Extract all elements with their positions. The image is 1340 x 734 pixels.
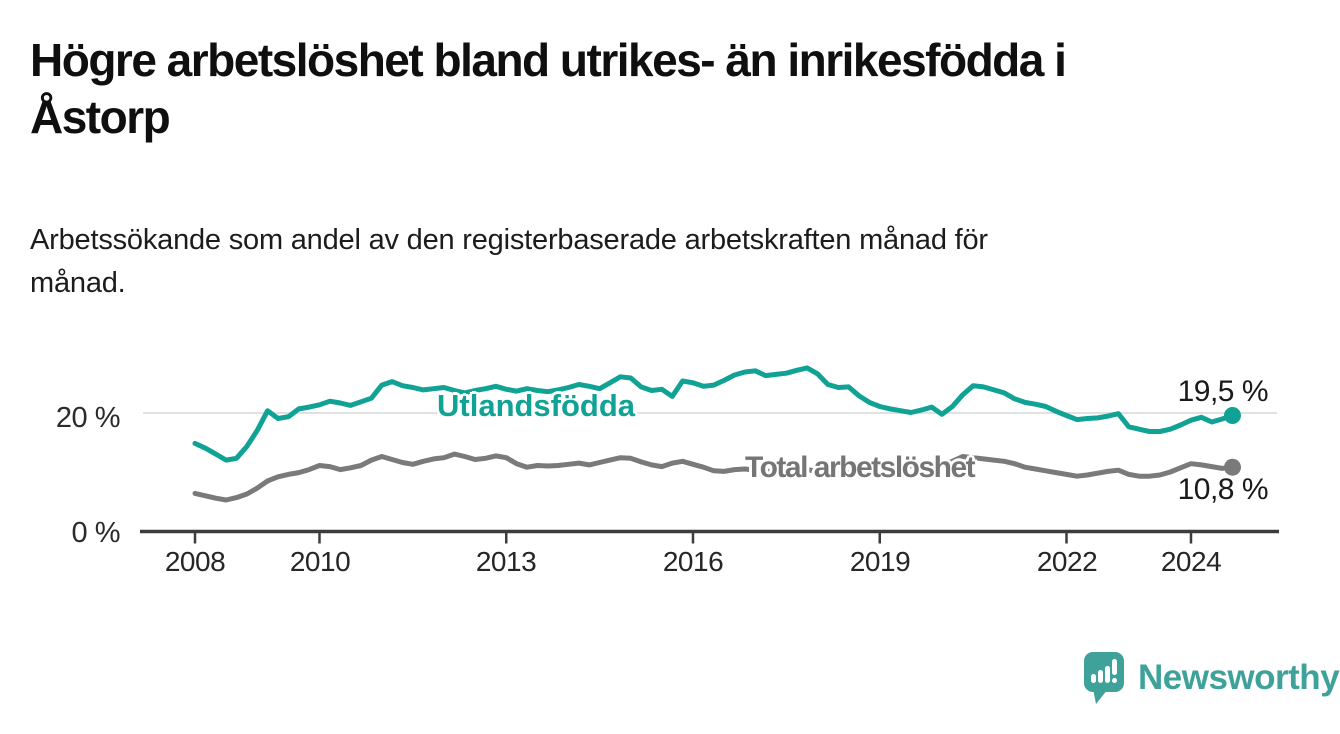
end-value-label-total: 10,8 %: [1177, 473, 1269, 506]
series-line-utlandsf-dda: [192, 365, 1235, 463]
series-line-total-arbetsl-shet: [192, 451, 1235, 503]
series-end-dot-utlandsf-dda: [1224, 407, 1241, 424]
line-chart-plot-area: [140, 365, 1279, 544]
x-axis-label-2008: 2008: [164, 546, 226, 577]
newsworthy-logo-text: Newsworthy: [1138, 658, 1340, 697]
x-axis-label-2013: 2013: [475, 546, 537, 577]
title-line-1: Högre arbetslöshet bland utrikes- än inr…: [30, 34, 1067, 86]
x-axis-label-2024: 2024: [1160, 546, 1222, 577]
series-label-total-arbetsloshet: Total arbetslöshet: [745, 451, 976, 484]
chart-subtitle: Arbetssökande som andel av den registerb…: [30, 219, 1270, 305]
x-axis-label-2010: 2010: [289, 546, 351, 577]
page-title: Högre arbetslöshet bland utrikes- än inr…: [30, 32, 1310, 146]
series-end-dot-total-arbetsl-shet: [1224, 458, 1241, 476]
x-axis-label-2016: 2016: [662, 546, 724, 577]
newsworthy-logo: Newsworthy: [1083, 651, 1340, 705]
subtitle-line-2: månad.: [30, 267, 126, 299]
newsworthy-speech-bubble-bar-chart-icon: [1084, 652, 1124, 704]
y-axis-label-20pct: 20 %: [55, 402, 121, 434]
x-axis-tick-marks: [193, 531, 1193, 544]
x-axis-label-2022: 2022: [1036, 546, 1098, 577]
series-label-utlandsfodda: Utlandsfödda: [437, 388, 636, 423]
y-axis-label-0pct: 0 %: [71, 517, 121, 549]
series-lines: [192, 365, 1241, 503]
end-value-label-utlandsfodda: 19,5 %: [1177, 375, 1269, 408]
x-axis-label-2019: 2019: [849, 546, 911, 577]
title-line-2: Åstorp: [30, 91, 171, 143]
subtitle-line-1: Arbetssökande som andel av den registerb…: [30, 224, 988, 256]
